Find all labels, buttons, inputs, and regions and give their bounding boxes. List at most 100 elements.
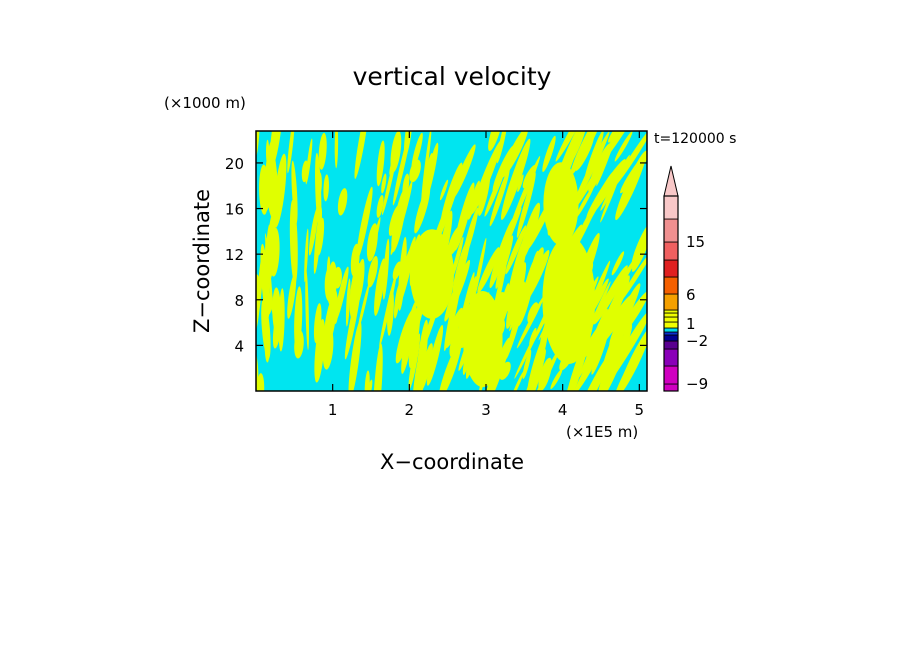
field-streak [266, 292, 273, 316]
colorbar-segment [663, 334, 679, 342]
field-streak [376, 194, 384, 218]
y-tick-label: 12 [225, 246, 244, 264]
field-streak [560, 359, 583, 391]
field-streak [426, 325, 444, 386]
colorbar-arrow [663, 165, 679, 197]
field-streak [408, 333, 421, 390]
field-streak [450, 236, 464, 281]
field-streak [411, 132, 423, 171]
field-streak [477, 247, 500, 294]
x-tick-label: 3 [481, 401, 491, 419]
field-streak [382, 238, 390, 300]
field-streak [398, 236, 407, 311]
field-streak [265, 139, 270, 165]
field-streak [392, 131, 411, 206]
field-streak [272, 305, 283, 349]
field-streak [529, 327, 537, 346]
field-streak [538, 357, 552, 391]
field-streak [489, 168, 510, 227]
field-streak [348, 321, 362, 391]
field-streak [467, 180, 480, 220]
field-streak [614, 333, 647, 391]
field-streak [323, 295, 337, 349]
field-streak [522, 164, 537, 189]
field-streak [438, 341, 462, 391]
x-tick-label: 2 [405, 401, 415, 419]
field-streak [550, 368, 563, 390]
field-streak [414, 186, 431, 234]
field-streak [392, 261, 402, 280]
field-streak [401, 301, 417, 374]
field-streak [256, 373, 265, 391]
field-streak [357, 282, 370, 332]
field-streak [447, 225, 463, 256]
field-blob [542, 236, 596, 364]
colorbar-segment [663, 309, 679, 314]
field-streak [505, 225, 527, 275]
field-streak [356, 186, 373, 261]
colorbar-segment [663, 383, 679, 392]
colorbar-segment [663, 327, 679, 333]
field-streak [381, 173, 387, 194]
field-streak [527, 331, 548, 391]
colorbar-tick-label: −2 [686, 332, 708, 350]
field-streak [471, 276, 477, 295]
field-streak [452, 235, 471, 294]
x-axis-label: X−coordinate [380, 450, 524, 474]
field-blob [543, 162, 579, 246]
field-streak [527, 302, 539, 323]
colorbar-segment [663, 340, 679, 350]
field-streak [345, 278, 351, 327]
field-streak [499, 361, 511, 380]
field-streak [597, 321, 628, 385]
colorbar-tick-label: 15 [686, 233, 705, 251]
x-tick-label: 5 [635, 401, 645, 419]
field-streak [314, 318, 326, 383]
field-blob [462, 291, 503, 387]
field-streak [327, 261, 337, 306]
field-streak [334, 266, 349, 323]
y-unit-label: (×1000 m) [164, 94, 246, 112]
colorbar-segment [663, 218, 679, 243]
colorbar-segment [663, 312, 679, 318]
field-streak [597, 353, 617, 391]
field-streak [354, 258, 365, 306]
field-streak [496, 131, 508, 164]
field-streak [318, 132, 327, 170]
field-streak [373, 343, 383, 391]
y-tick-label: 16 [225, 201, 244, 219]
x-axis: 1 2 3 4 5 [328, 131, 644, 419]
field-streak [323, 174, 329, 202]
field-streak [483, 337, 511, 391]
field-streak [598, 313, 610, 329]
field-streak [451, 144, 476, 200]
field-streak [408, 305, 421, 369]
field-streak [574, 185, 595, 220]
colorbar-segment [663, 331, 679, 336]
colorbar-segment [663, 241, 679, 261]
field-streak [313, 303, 322, 344]
field-streak [517, 174, 524, 192]
field-streak [599, 275, 630, 338]
field-streak [294, 330, 304, 359]
colorbar-tick-label: −9 [686, 375, 708, 393]
x-unit-label: (×1E5 m) [566, 423, 638, 441]
field-streak [391, 188, 407, 253]
field-streak [354, 131, 369, 179]
field-streak [291, 160, 298, 224]
colorbar-segment [663, 259, 679, 278]
colorbar-tick-label: 6 [686, 286, 696, 304]
field-streak [456, 272, 475, 347]
x-tick-label: 1 [328, 401, 338, 419]
field-streak [305, 269, 309, 351]
field-streak [510, 371, 524, 391]
field-streak [593, 265, 628, 325]
velocity-field [256, 131, 647, 391]
field-streak [570, 131, 606, 175]
colorbar-segment [663, 276, 679, 295]
field-streak [444, 259, 471, 322]
x-tick-label: 4 [558, 401, 568, 419]
field-streak [419, 343, 433, 391]
field-streak [269, 213, 274, 273]
